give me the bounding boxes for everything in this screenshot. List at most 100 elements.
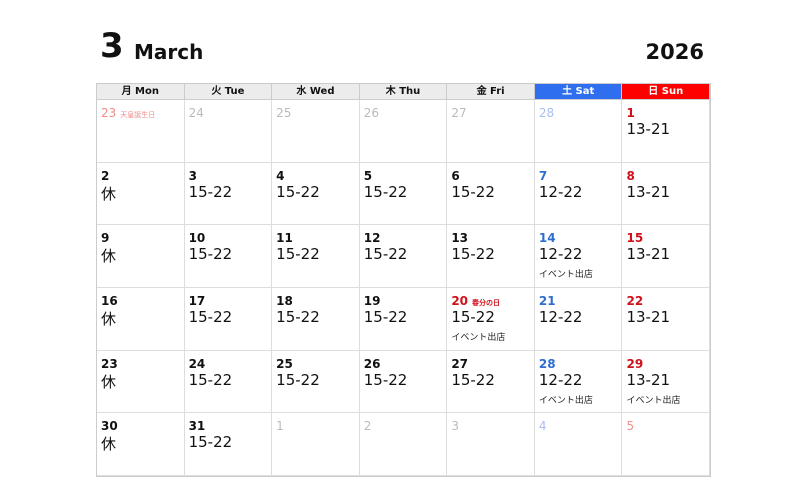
day-number: 24 [188, 106, 204, 120]
business-hours: 13-21 [626, 120, 671, 138]
day-cell[interactable]: 27 [447, 100, 535, 163]
day-cell[interactable]: 2 [359, 413, 448, 477]
weekday-3: 木 Thu [359, 84, 448, 100]
day-number: 4 [276, 168, 285, 183]
event-note: イベント出店 [626, 395, 681, 406]
business-hours: 15-22 [276, 182, 320, 201]
business-hours: 休 [101, 435, 117, 454]
day-cell[interactable]: 3 [447, 413, 535, 477]
day-number: 3 [451, 419, 459, 434]
day-cell[interactable]: 4 [534, 413, 623, 477]
day-number: 28 [538, 356, 556, 371]
day-cell[interactable]: 28 [534, 100, 623, 163]
day-cell[interactable]: 11 15-22 [272, 225, 360, 289]
calendar-body: 23 天皇誕生日 24 25 26 27 28 1 13-21 2 休 3 15-22 4 15-22 5 15… [97, 100, 711, 477]
day-number: 2 [101, 168, 110, 183]
business-hours: 休 [101, 184, 117, 203]
day-number: 14 [538, 231, 556, 246]
business-hours: 13-21 [626, 308, 671, 327]
day-cell[interactable]: 6 15-22 [447, 162, 535, 226]
business-hours: 15-22 [188, 308, 233, 327]
day-cell[interactable]: 29 13-21 イベント出店 [622, 350, 711, 414]
week-row: 23 天皇誕生日 24 25 26 27 28 1 13-21 [97, 100, 711, 163]
day-number: 11 [276, 231, 293, 246]
business-hours: 15-22 [363, 182, 408, 201]
day-cell[interactable]: 4 15-22 [272, 162, 360, 226]
day-cell[interactable]: 24 [184, 100, 273, 163]
day-cell[interactable]: 16 休 [97, 288, 185, 351]
day-number: 7 [538, 168, 548, 183]
day-cell[interactable]: 25 [272, 100, 360, 163]
day-cell[interactable]: 20 春分の日 15-22 イベント出店 [447, 288, 535, 351]
day-cell[interactable]: 28 12-22 イベント出店 [534, 350, 623, 414]
day-cell[interactable]: 18 15-22 [272, 288, 360, 351]
day-cell[interactable]: 10 15-22 [184, 225, 273, 289]
day-number: 15 [626, 231, 644, 246]
business-hours: 12-22 [538, 308, 583, 327]
day-cell[interactable]: 24 15-22 [184, 350, 273, 414]
business-hours: 13-21 [626, 182, 671, 201]
day-cell[interactable]: 31 15-22 [184, 413, 273, 477]
week-row: 2 休 3 15-22 4 15-22 5 15-22 6 15-22 7 12-22 8 13-21 [97, 162, 711, 226]
day-number: 30 [101, 419, 118, 434]
day-number: 5 [363, 168, 373, 183]
event-note: イベント出店 [538, 270, 593, 281]
day-number: 16 [101, 294, 118, 309]
day-number: 3 [188, 168, 197, 183]
weekday-6: 日 Sun [622, 84, 711, 100]
day-number: 27 [451, 106, 467, 120]
business-hours: 15-22 [451, 182, 495, 201]
business-hours: 15-22 [188, 370, 233, 389]
business-hours: 15-22 [363, 370, 408, 389]
day-number: 22 [626, 294, 644, 309]
day-cell[interactable]: 5 15-22 [359, 162, 448, 226]
week-row: 9 休 10 15-22 11 15-22 12 15-22 13 15-22 14 12-22 イベン… [97, 225, 711, 289]
day-cell[interactable]: 17 15-22 [184, 288, 273, 351]
business-hours: 15-22 [276, 308, 320, 327]
day-number: 28 [538, 106, 555, 120]
day-cell[interactable]: 3 15-22 [184, 162, 273, 226]
day-number: 9 [101, 231, 110, 246]
business-hours: 12-22 [538, 182, 583, 201]
day-cell[interactable]: 7 12-22 [534, 162, 623, 226]
day-cell[interactable]: 30 休 [97, 413, 185, 477]
day-cell[interactable]: 22 13-21 [622, 288, 711, 351]
day-number: 12 [363, 231, 381, 246]
day-number: 4 [538, 419, 547, 434]
day-number: 25 [276, 106, 292, 120]
business-hours: 休 [101, 372, 117, 391]
day-cell[interactable]: 15 13-21 [622, 225, 711, 289]
holiday-name: 春分の日 [472, 299, 501, 308]
weekday-1: 火 Tue [184, 84, 273, 100]
day-cell[interactable]: 26 [359, 100, 448, 163]
day-number: 1 [626, 106, 635, 120]
day-cell[interactable]: 14 12-22 イベント出店 [534, 225, 623, 289]
business-hours: 15-22 [188, 433, 233, 452]
day-cell[interactable]: 12 15-22 [359, 225, 448, 289]
day-cell[interactable]: 23 休 [97, 350, 185, 414]
business-hours: 15-22 [276, 245, 320, 264]
day-number: 23 [101, 106, 117, 120]
business-hours: 13-21 [626, 370, 671, 389]
day-cell[interactable]: 25 15-22 [272, 350, 360, 414]
day-cell[interactable]: 26 15-22 [359, 350, 448, 414]
day-cell[interactable]: 19 15-22 [359, 288, 448, 351]
day-number: 24 [188, 356, 206, 371]
business-hours: 15-22 [276, 370, 320, 389]
day-cell[interactable]: 5 [622, 413, 711, 477]
weekday-header: 月 Mon 火 Tue 水 Wed 木 Thu 金 Fri 土 Sat 日 Sun [97, 84, 711, 100]
day-cell[interactable]: 1 [272, 413, 360, 477]
day-cell[interactable]: 21 12-22 [534, 288, 623, 351]
day-cell[interactable]: 23 天皇誕生日 [97, 100, 185, 163]
weekday-4: 金 Fri [447, 84, 535, 100]
day-cell[interactable]: 27 15-22 [447, 350, 535, 414]
day-number: 17 [188, 294, 206, 309]
year: 2026 [645, 40, 704, 64]
day-cell[interactable]: 13 15-22 [447, 225, 535, 289]
day-cell[interactable]: 1 13-21 [622, 100, 711, 163]
day-number: 6 [451, 168, 460, 183]
day-cell[interactable]: 8 13-21 [622, 162, 711, 226]
day-number: 10 [188, 231, 206, 246]
